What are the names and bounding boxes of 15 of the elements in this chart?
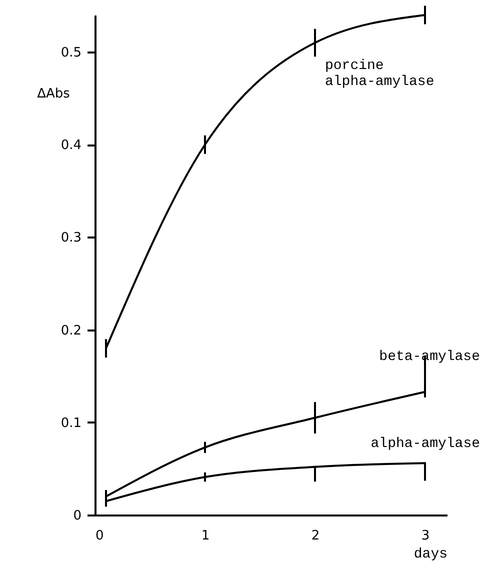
text: beta-amylase: [379, 348, 480, 365]
y-tick-label: 0.5: [60, 46, 82, 61]
series-label: porcine alpha-amylase: [325, 58, 434, 90]
y-tick-label: 0.4: [60, 138, 82, 154]
y-tick-label: 0.1: [60, 416, 82, 431]
x-tick-label: 1: [201, 528, 210, 544]
x-axis-title: days: [414, 546, 448, 562]
y-tick-label: 0.2: [60, 323, 82, 338]
x-tick-label: 2: [311, 528, 320, 544]
y-tick-label: 0.3: [60, 230, 82, 246]
x-tick-label: 0: [96, 528, 104, 544]
x-tick-label: 3: [421, 528, 430, 544]
y-axis-title: ΔAbs: [37, 86, 70, 102]
series-label: alpha-amylase: [370, 436, 480, 452]
y-tick-label: 0: [73, 508, 82, 524]
